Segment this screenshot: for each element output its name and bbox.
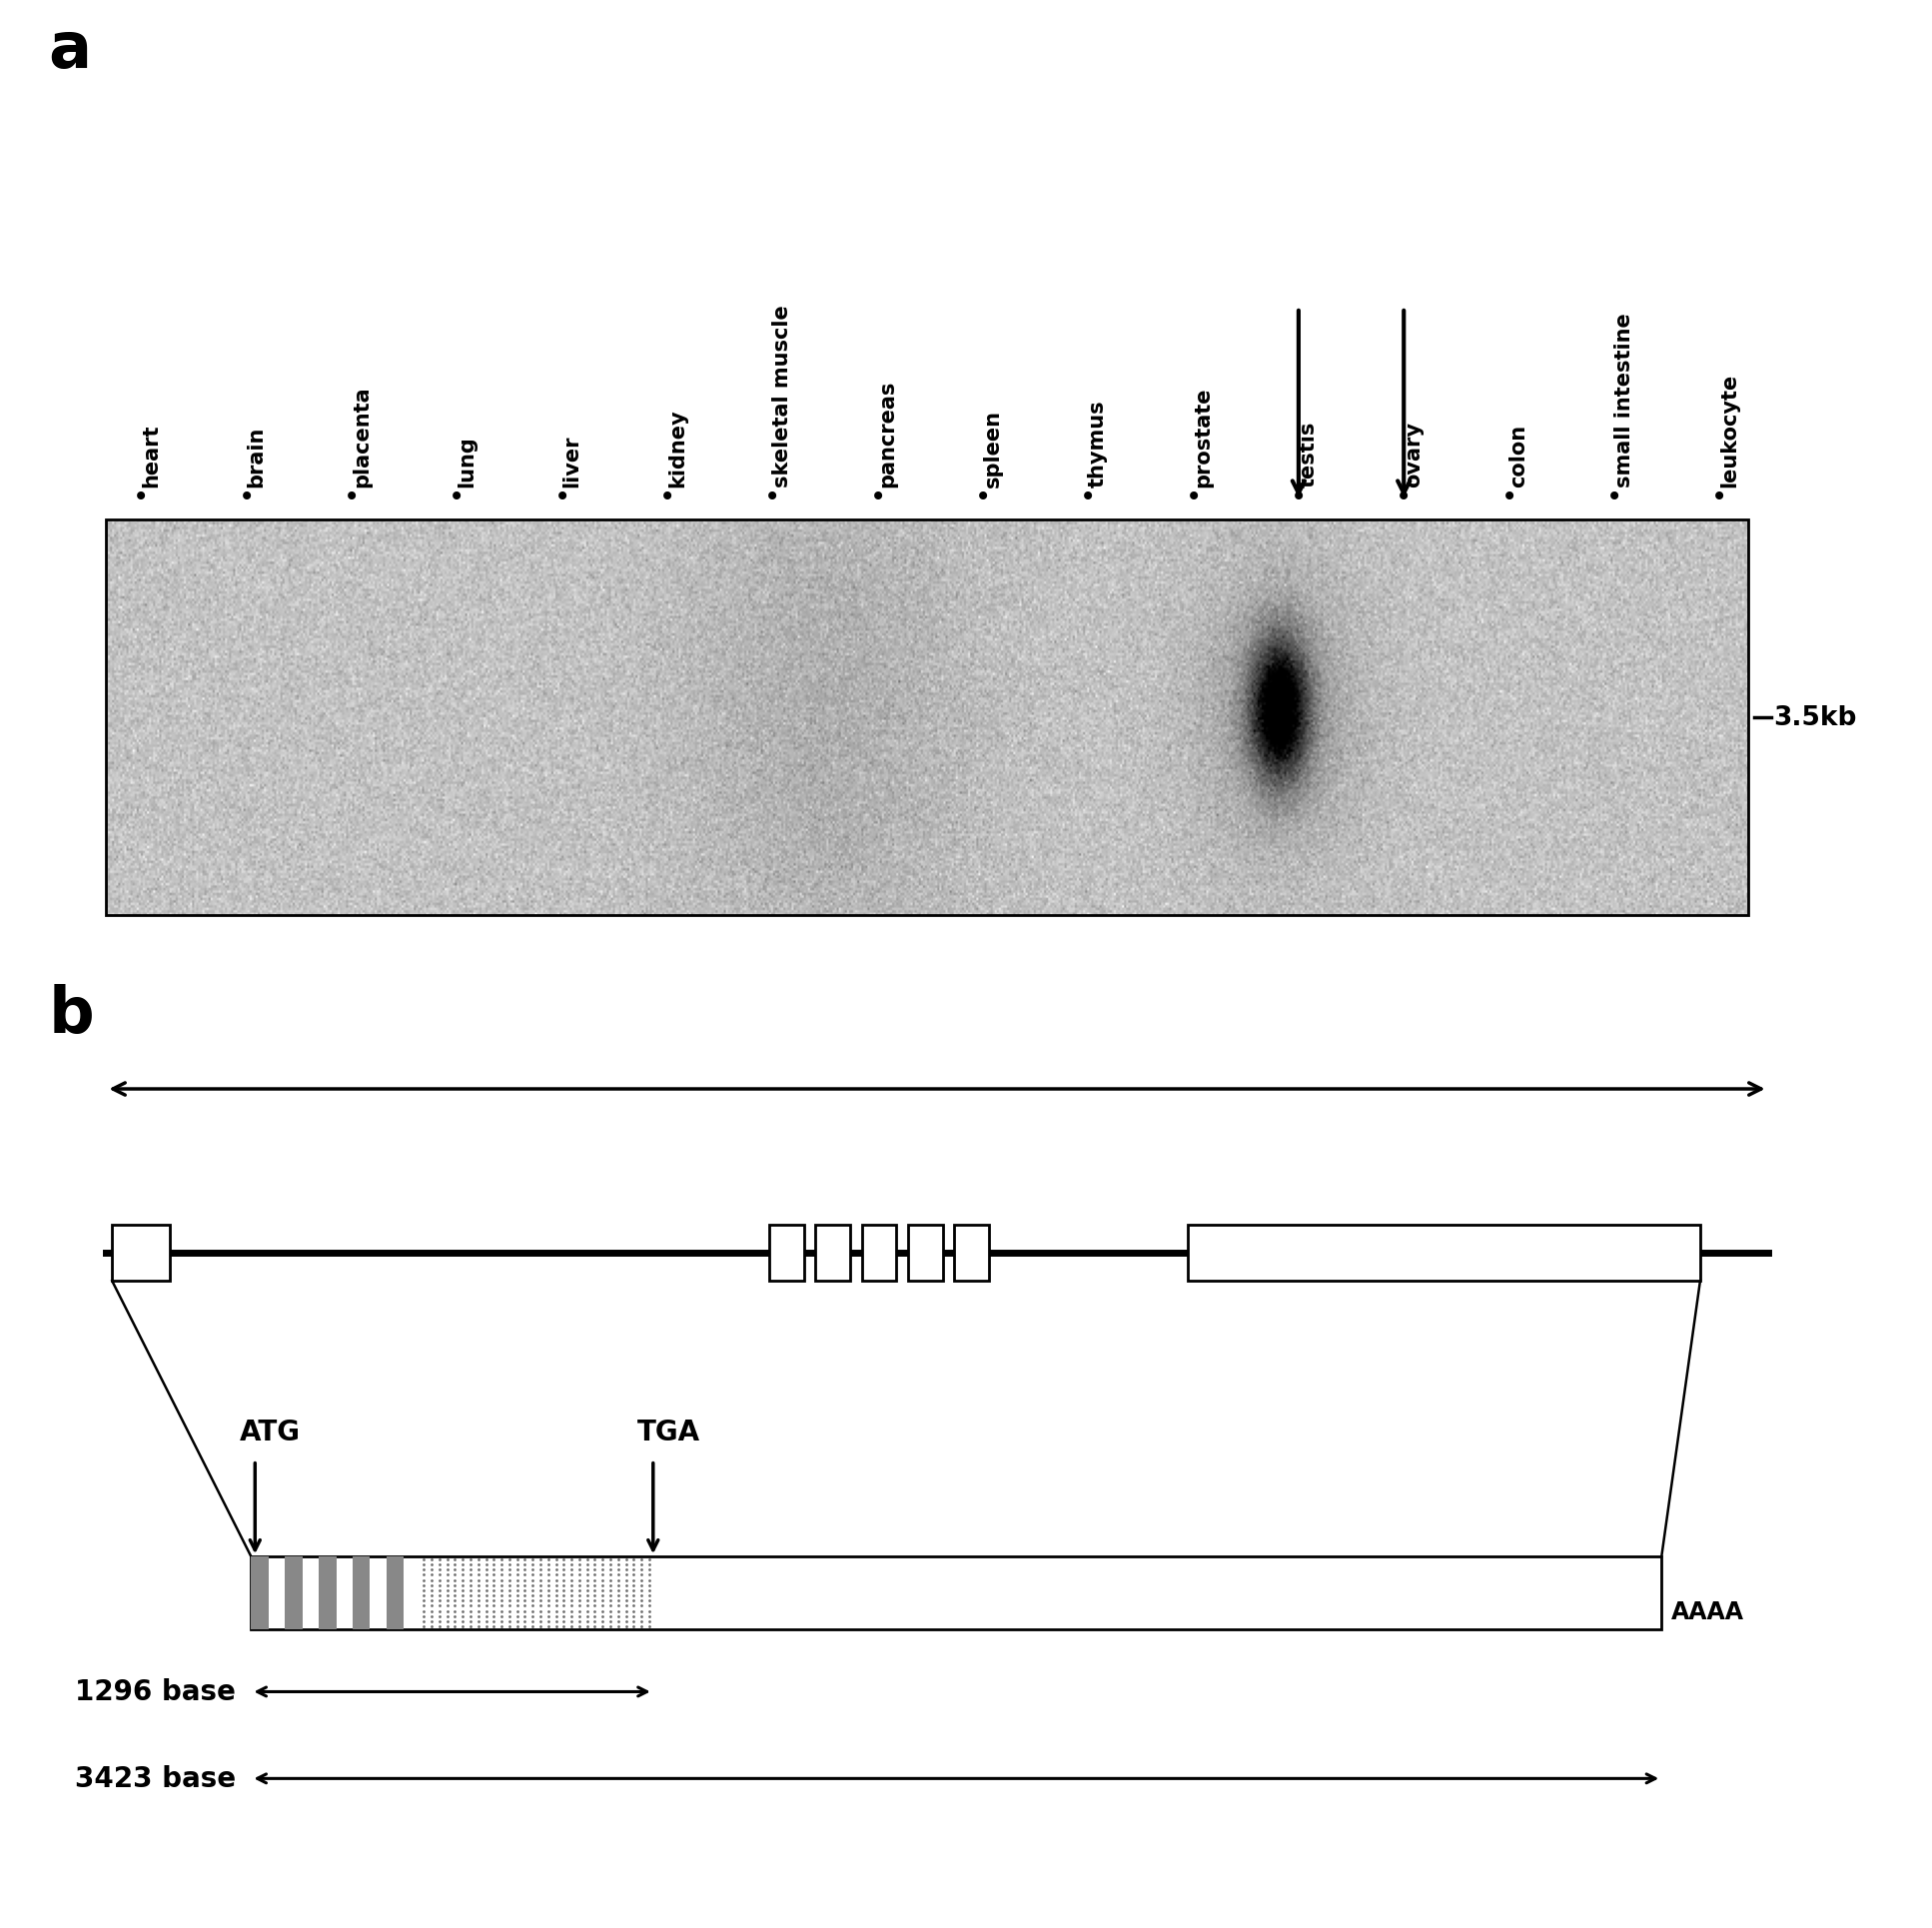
Text: AAAA: AAAA [1671, 1598, 1745, 1623]
Text: •: • [869, 482, 885, 511]
Text: •: • [1501, 482, 1517, 511]
Bar [284, 1558, 303, 1629]
Text: heart: heart [141, 424, 160, 486]
Text: 1296 base: 1296 base [75, 1677, 236, 1706]
Bar [112, 1226, 170, 1282]
Text: •: • [1605, 482, 1623, 511]
Text: ATG: ATG [240, 1417, 301, 1446]
Text: •: • [344, 482, 359, 511]
Text: colon: colon [1509, 424, 1528, 486]
Text: prostate: prostate [1194, 386, 1213, 486]
Bar [954, 1226, 989, 1282]
Text: •: • [659, 482, 676, 511]
Bar [352, 1558, 371, 1629]
Text: liver: liver [562, 434, 582, 486]
Bar [386, 1558, 404, 1629]
Text: a: a [48, 19, 91, 81]
Text: •: • [554, 482, 570, 511]
Text: •: • [1080, 482, 1095, 511]
Text: spleen: spleen [983, 409, 1003, 486]
Bar [1188, 1226, 1700, 1282]
Text: •: • [976, 482, 991, 511]
Text: ovary: ovary [1405, 420, 1424, 486]
Text: •: • [1291, 482, 1306, 511]
Text: •: • [133, 482, 149, 511]
Text: •: • [448, 482, 466, 511]
Bar [251, 1558, 269, 1629]
Text: b: b [48, 983, 95, 1045]
Text: •: • [765, 482, 781, 511]
Text: 3423 base: 3423 base [75, 1764, 236, 1793]
Text: small intestine: small intestine [1615, 312, 1634, 486]
Text: 3.5kb: 3.5kb [1774, 706, 1857, 731]
Bar [908, 1226, 943, 1282]
Text: kidney: kidney [667, 409, 688, 486]
Text: •: • [1712, 482, 1727, 511]
Text: skeletal muscle: skeletal muscle [773, 305, 792, 486]
Bar [319, 1558, 336, 1629]
Text: lung: lung [456, 436, 477, 486]
Bar [106, 521, 1748, 916]
Text: leukocyte: leukocyte [1719, 372, 1739, 486]
Bar [815, 1226, 850, 1282]
Bar [769, 1226, 804, 1282]
Text: TGA: TGA [638, 1417, 701, 1446]
Text: •: • [238, 482, 255, 511]
Bar [862, 1226, 896, 1282]
Text: pancreas: pancreas [877, 380, 898, 486]
Text: brain: brain [245, 426, 267, 486]
Text: testis: testis [1298, 420, 1318, 486]
Bar [251, 1558, 1662, 1629]
Text: thymus: thymus [1088, 399, 1109, 486]
Text: placenta: placenta [352, 386, 371, 486]
Text: •: • [1395, 482, 1412, 511]
Text: •: • [1184, 482, 1202, 511]
